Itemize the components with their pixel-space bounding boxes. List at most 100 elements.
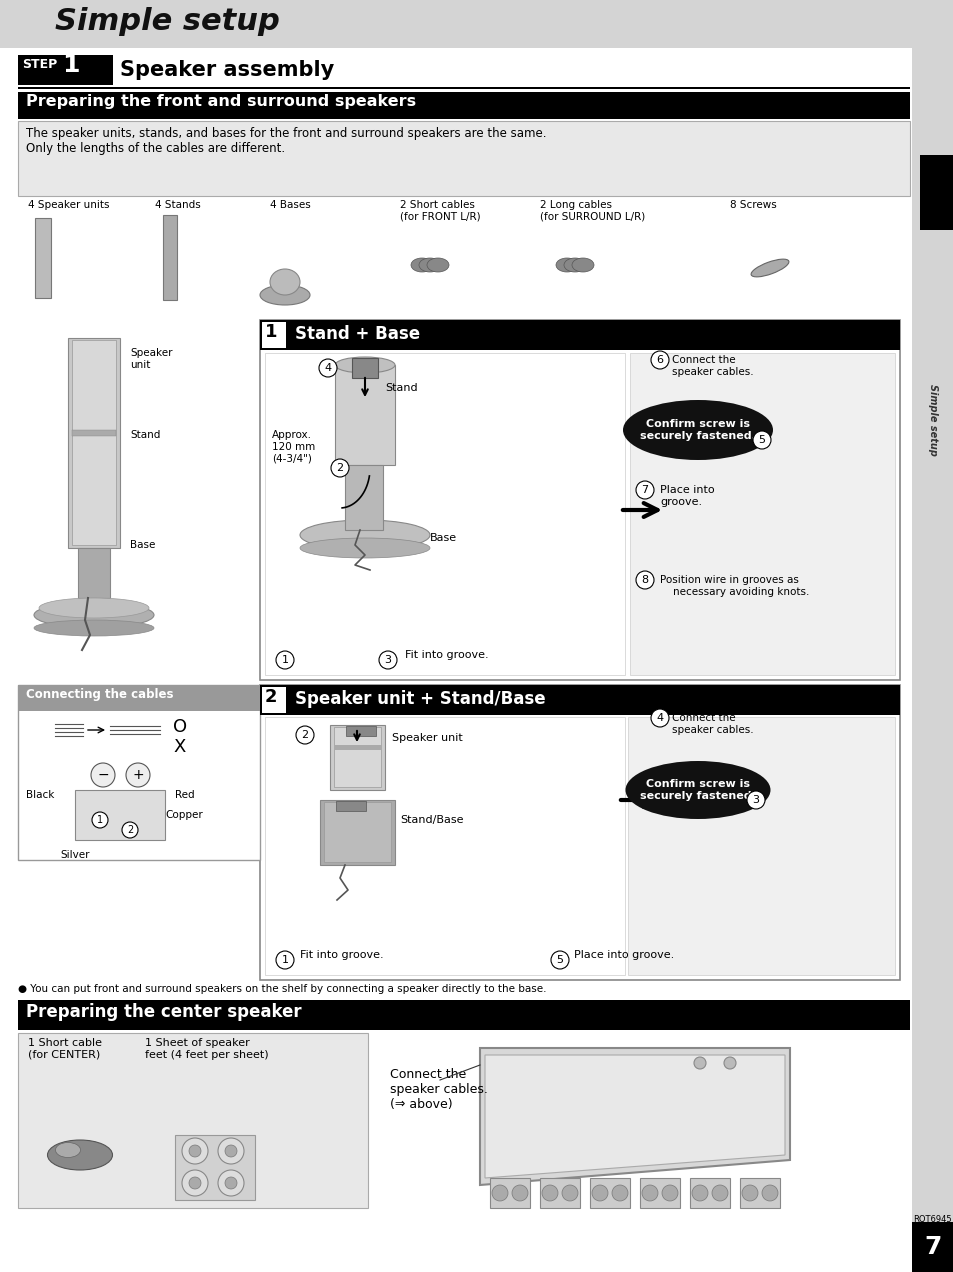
Circle shape xyxy=(182,1138,208,1164)
Bar xyxy=(18,55,112,85)
Text: Stand: Stand xyxy=(385,383,417,393)
Text: Preparing the front and surround speakers: Preparing the front and surround speaker… xyxy=(26,94,416,109)
Text: O: O xyxy=(172,717,187,736)
Text: 8: 8 xyxy=(640,575,648,585)
Text: Fit into groove.: Fit into groove. xyxy=(299,950,383,960)
Text: 2: 2 xyxy=(336,463,343,473)
Text: Black: Black xyxy=(26,790,54,800)
Text: Base: Base xyxy=(130,541,155,550)
Text: Fit into groove.: Fit into groove. xyxy=(405,650,488,660)
Bar xyxy=(260,321,899,350)
Circle shape xyxy=(592,1186,607,1201)
Bar xyxy=(262,322,286,349)
Text: Speaker unit + Stand/Base: Speaker unit + Stand/Base xyxy=(294,689,545,709)
Ellipse shape xyxy=(625,761,770,819)
Bar xyxy=(163,215,177,300)
Text: 4 Bases: 4 Bases xyxy=(270,200,311,210)
Ellipse shape xyxy=(427,258,449,272)
Text: 1 Sheet of speaker
feet (4 feet per sheet): 1 Sheet of speaker feet (4 feet per shee… xyxy=(145,1038,269,1060)
Text: 5: 5 xyxy=(556,955,563,965)
Bar xyxy=(0,300,911,321)
Text: 1: 1 xyxy=(265,323,277,341)
Ellipse shape xyxy=(55,1142,80,1158)
Bar xyxy=(911,1222,953,1272)
Text: Place into groove.: Place into groove. xyxy=(574,950,674,960)
Ellipse shape xyxy=(418,258,440,272)
Bar xyxy=(740,1178,780,1208)
Text: Connect the
speaker cables.: Connect the speaker cables. xyxy=(671,714,753,735)
Bar xyxy=(71,340,116,544)
Ellipse shape xyxy=(335,357,395,373)
Text: Stand + Base: Stand + Base xyxy=(294,326,419,343)
Text: Preparing the center speaker: Preparing the center speaker xyxy=(26,1004,301,1021)
Text: Stand/Base: Stand/Base xyxy=(399,815,463,826)
Bar xyxy=(260,686,899,979)
Bar xyxy=(262,687,286,714)
Circle shape xyxy=(189,1145,201,1158)
Text: 3: 3 xyxy=(384,655,391,665)
Text: 1 Short cable
(for CENTER): 1 Short cable (for CENTER) xyxy=(28,1038,102,1060)
Circle shape xyxy=(189,1177,201,1189)
Ellipse shape xyxy=(270,268,299,295)
Bar xyxy=(490,1178,530,1208)
Circle shape xyxy=(541,1186,558,1201)
Circle shape xyxy=(225,1177,236,1189)
Bar xyxy=(319,800,395,865)
Circle shape xyxy=(691,1186,707,1201)
Text: 2: 2 xyxy=(265,688,277,706)
Bar xyxy=(18,1033,368,1208)
Bar xyxy=(18,121,909,196)
Text: Simple setup: Simple setup xyxy=(927,384,937,455)
Text: Approx.
120 mm
(4-3/4"): Approx. 120 mm (4-3/4") xyxy=(272,430,314,463)
Text: Silver: Silver xyxy=(60,850,90,860)
Text: The speaker units, stands, and bases for the front and surround speakers are the: The speaker units, stands, and bases for… xyxy=(26,127,546,155)
Ellipse shape xyxy=(299,538,430,558)
Circle shape xyxy=(636,481,654,499)
Bar xyxy=(18,86,909,89)
Circle shape xyxy=(561,1186,578,1201)
Bar xyxy=(352,357,377,378)
Text: 1: 1 xyxy=(62,53,79,78)
Bar xyxy=(334,728,380,787)
Bar xyxy=(18,92,909,120)
Bar xyxy=(75,790,165,840)
Text: Connect the
speaker cables.: Connect the speaker cables. xyxy=(671,355,753,377)
Ellipse shape xyxy=(411,258,433,272)
Text: 3: 3 xyxy=(752,795,759,805)
Bar xyxy=(78,548,110,598)
Bar xyxy=(639,1178,679,1208)
Ellipse shape xyxy=(563,258,585,272)
Ellipse shape xyxy=(572,258,594,272)
Text: Connect the
speaker cables.
(⇒ above): Connect the speaker cables. (⇒ above) xyxy=(390,1068,487,1110)
Bar xyxy=(18,1000,909,1030)
Text: STEP: STEP xyxy=(22,59,57,71)
Text: ● You can put front and surround speakers on the shelf by connecting a speaker d: ● You can put front and surround speaker… xyxy=(18,985,546,993)
Text: 7: 7 xyxy=(923,1235,941,1259)
Text: Speaker unit: Speaker unit xyxy=(392,733,462,743)
Text: 2: 2 xyxy=(301,730,308,740)
Text: −: − xyxy=(97,768,109,782)
Text: Confirm screw is
securely fastened.: Confirm screw is securely fastened. xyxy=(639,420,755,441)
Circle shape xyxy=(91,763,115,787)
Circle shape xyxy=(225,1145,236,1158)
Bar xyxy=(335,801,366,812)
Circle shape xyxy=(492,1186,507,1201)
Circle shape xyxy=(641,1186,658,1201)
Bar xyxy=(265,354,624,675)
Ellipse shape xyxy=(34,619,153,636)
Circle shape xyxy=(693,1057,705,1068)
Bar xyxy=(260,686,899,715)
Text: 1: 1 xyxy=(281,955,288,965)
Circle shape xyxy=(275,951,294,969)
Circle shape xyxy=(182,1170,208,1196)
Circle shape xyxy=(723,1057,735,1068)
Text: Stand: Stand xyxy=(130,430,160,440)
Bar xyxy=(539,1178,579,1208)
Bar xyxy=(345,466,382,530)
Bar xyxy=(35,218,51,298)
Circle shape xyxy=(752,431,770,449)
Text: Simple setup: Simple setup xyxy=(55,8,279,36)
Text: Place into
groove.: Place into groove. xyxy=(659,485,714,506)
Bar xyxy=(0,0,911,48)
Circle shape xyxy=(331,459,349,477)
